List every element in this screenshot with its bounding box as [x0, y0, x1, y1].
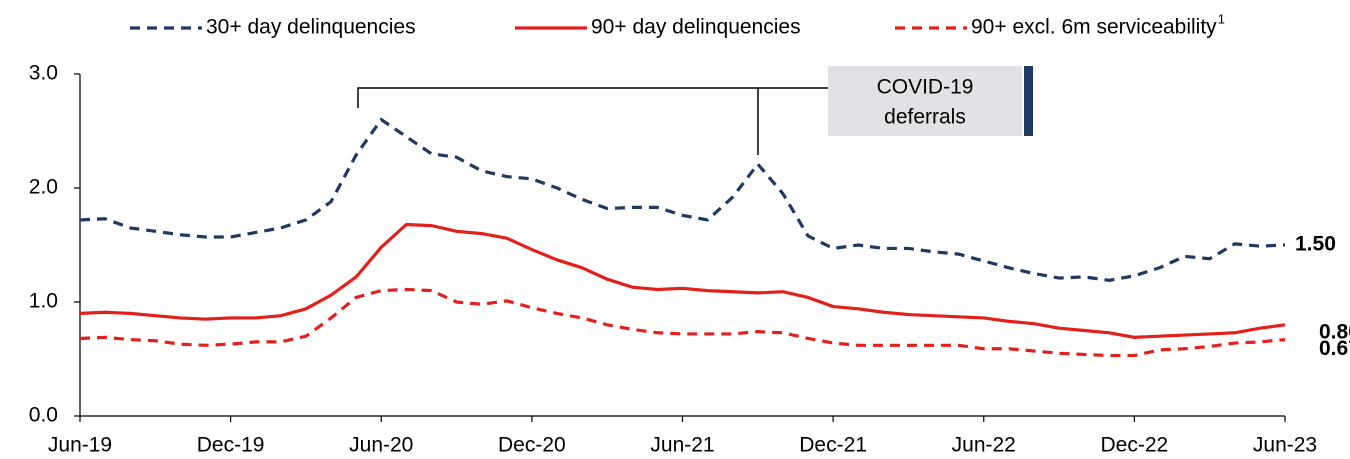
x-tick-label: Jun-22: [952, 434, 1016, 457]
series-line: [79, 222, 1286, 339]
y-tick-label: 2.0: [29, 176, 58, 199]
legend-label: 90+ day delinquencies: [591, 16, 801, 39]
y-tick-label: 1.0: [29, 290, 58, 313]
legend-label: 30+ day delinquencies: [206, 16, 416, 39]
y-tick-label: 0.0: [29, 404, 58, 427]
annotation-text: COVID-19: [877, 76, 974, 99]
y-tick-label: 3.0: [29, 62, 58, 85]
end-value-label: 0.67: [1319, 337, 1350, 360]
end-value-label: 0.80: [1319, 320, 1350, 343]
annotation-box: [828, 66, 1022, 136]
annotation-bracket: [357, 87, 828, 108]
legend-superscript: 1: [1218, 11, 1225, 26]
annotation-text: deferrals: [884, 106, 966, 129]
x-tick-label: Dec-20: [498, 434, 566, 457]
x-tick-label: Dec-21: [799, 434, 867, 457]
x-tick-label: Dec-22: [1101, 434, 1169, 457]
x-tick-label: Jun-23: [1253, 434, 1317, 457]
x-tick-label: Jun-20: [349, 434, 413, 457]
x-tick-label: Jun-19: [48, 434, 112, 457]
series-line: [79, 287, 1286, 358]
legend-label: 90+ excl. 6m serviceability: [971, 16, 1217, 39]
annotation-accent: [1024, 66, 1033, 136]
end-value-label: 1.50: [1295, 233, 1336, 256]
series-line: [79, 117, 1286, 282]
x-tick-label: Dec-19: [197, 434, 265, 457]
x-tick-label: Jun-21: [650, 434, 714, 457]
